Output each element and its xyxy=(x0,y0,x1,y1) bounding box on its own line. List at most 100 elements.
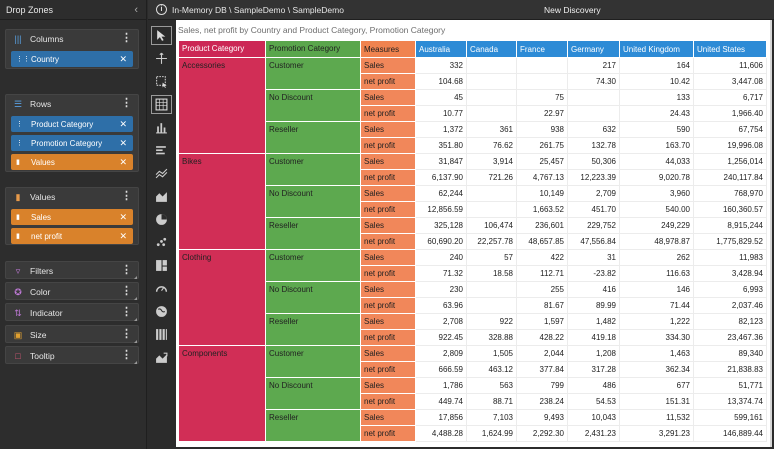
value-cell[interactable] xyxy=(466,89,517,106)
value-cell[interactable]: 328.88 xyxy=(466,329,517,346)
value-cell[interactable]: 63.96 xyxy=(415,297,467,314)
value-cell[interactable]: 51,771 xyxy=(693,377,767,394)
value-cell[interactable]: 449.74 xyxy=(415,393,467,410)
measure-cell[interactable]: net profit xyxy=(360,169,416,186)
remove-icon[interactable]: ✕ xyxy=(119,211,127,222)
promotion-category-cell[interactable]: No Discount xyxy=(265,377,361,410)
value-cell[interactable]: 24.43 xyxy=(619,105,694,122)
tooltip-menu-icon[interactable]: ⋮ xyxy=(121,349,132,361)
value-cell[interactable]: 11,983 xyxy=(693,249,767,266)
value-cell[interactable]: 768,970 xyxy=(693,185,767,202)
value-cell[interactable]: 4,488.28 xyxy=(415,425,467,442)
value-pill-net-profit[interactable]: ▮ net profit ✕ xyxy=(11,228,133,244)
promotion-category-cell[interactable]: Reseller xyxy=(265,313,361,346)
value-cell[interactable]: 4,767.13 xyxy=(516,169,568,186)
value-cell[interactable]: 22,257.78 xyxy=(466,233,517,250)
pivot-table-icon[interactable] xyxy=(151,95,172,114)
value-cell[interactable]: 6,993 xyxy=(693,281,767,298)
value-cell[interactable]: 666.59 xyxy=(415,361,467,378)
value-cell[interactable]: 6,137.90 xyxy=(415,169,467,186)
value-cell[interactable]: 1,222 xyxy=(619,313,694,330)
value-cell[interactable]: 13,374.74 xyxy=(693,393,767,410)
collapse-panel-icon[interactable]: ‹ xyxy=(134,3,138,16)
rows-menu-icon[interactable]: ⋮ xyxy=(121,97,132,109)
value-cell[interactable]: 31,847 xyxy=(415,153,467,170)
value-cell[interactable]: 62,244 xyxy=(415,185,467,202)
product-category-cell[interactable]: Components xyxy=(178,345,266,442)
value-cell[interactable]: 451.70 xyxy=(567,201,620,218)
value-cell[interactable]: 590 xyxy=(619,121,694,138)
value-cell[interactable]: 60,690.20 xyxy=(415,233,467,250)
tooltip-zone[interactable]: □ Tooltip ⋮ xyxy=(5,346,139,364)
value-cell[interactable]: 11,532 xyxy=(619,409,694,426)
value-cell[interactable]: 1,208 xyxy=(567,345,620,362)
value-cell[interactable]: 112.71 xyxy=(516,265,568,282)
value-cell[interactable]: 10,043 xyxy=(567,409,620,426)
value-cell[interactable]: 2,292.30 xyxy=(516,425,568,442)
remove-icon[interactable]: ✕ xyxy=(119,230,127,241)
size-menu-icon[interactable]: ⋮ xyxy=(121,328,132,340)
remove-icon[interactable]: ✕ xyxy=(119,137,127,148)
value-cell[interactable]: 48,657.85 xyxy=(516,233,568,250)
value-cell[interactable] xyxy=(466,281,517,298)
value-cell[interactable]: 377.84 xyxy=(516,361,568,378)
value-cell[interactable]: 12,856.59 xyxy=(415,201,467,218)
measure-cell[interactable]: net profit xyxy=(360,297,416,314)
value-cell[interactable]: 133 xyxy=(619,89,694,106)
value-cell[interactable]: 236,601 xyxy=(516,217,568,234)
measure-cell[interactable]: net profit xyxy=(360,233,416,250)
measure-cell[interactable]: net profit xyxy=(360,73,416,90)
promotion-category-cell[interactable]: No Discount xyxy=(265,281,361,314)
pointer-icon[interactable] xyxy=(151,26,172,45)
value-cell[interactable]: 82,123 xyxy=(693,313,767,330)
row-pill-promotion-category[interactable]: ⋮ Promotion Category ✕ xyxy=(11,135,133,151)
value-cell[interactable]: 240,117.84 xyxy=(693,169,767,186)
value-cell[interactable]: 57 xyxy=(466,249,517,266)
gauge-icon[interactable] xyxy=(151,279,172,298)
value-cell[interactable]: 12,223.39 xyxy=(567,169,620,186)
value-cell[interactable]: 71.44 xyxy=(619,297,694,314)
pie-chart-icon[interactable] xyxy=(151,210,172,229)
value-cell[interactable]: 116.63 xyxy=(619,265,694,282)
value-cell[interactable]: 44,033 xyxy=(619,153,694,170)
column-header[interactable]: Product Category xyxy=(178,40,266,58)
value-cell[interactable]: 7,103 xyxy=(466,409,517,426)
value-cell[interactable]: 146 xyxy=(619,281,694,298)
value-cell[interactable]: 1,505 xyxy=(466,345,517,362)
value-cell[interactable]: 332 xyxy=(415,57,467,74)
value-cell[interactable]: 160,360.57 xyxy=(693,201,767,218)
value-cell[interactable] xyxy=(466,57,517,74)
value-cell[interactable]: 1,463 xyxy=(619,345,694,362)
value-cell[interactable] xyxy=(516,57,568,74)
measure-cell[interactable]: Sales xyxy=(360,57,416,74)
measure-cell[interactable]: net profit xyxy=(360,201,416,218)
value-cell[interactable]: 8,915,244 xyxy=(693,217,767,234)
value-cell[interactable]: 75 xyxy=(516,89,568,106)
value-cell[interactable]: 47,556.84 xyxy=(567,233,620,250)
size-zone[interactable]: ▣ Size ⋮ xyxy=(5,325,139,343)
value-cell[interactable]: 463.12 xyxy=(466,361,517,378)
value-cell[interactable]: 540.00 xyxy=(619,201,694,218)
value-cell[interactable]: 677 xyxy=(619,377,694,394)
column-header[interactable]: Canada xyxy=(466,40,517,58)
value-cell[interactable]: 938 xyxy=(516,121,568,138)
value-cell[interactable]: 23,467.36 xyxy=(693,329,767,346)
value-cell[interactable]: 261.75 xyxy=(516,137,568,154)
value-cell[interactable] xyxy=(466,201,517,218)
value-cell[interactable]: 240 xyxy=(415,249,467,266)
value-cell[interactable]: 2,431.23 xyxy=(567,425,620,442)
value-cell[interactable]: 1,482 xyxy=(567,313,620,330)
value-cell[interactable]: 81.67 xyxy=(516,297,568,314)
value-cell[interactable]: 334.30 xyxy=(619,329,694,346)
value-cell[interactable] xyxy=(516,73,568,90)
measure-cell[interactable]: net profit xyxy=(360,105,416,122)
kpi-chart-icon[interactable] xyxy=(151,348,172,367)
value-cell[interactable]: 89,340 xyxy=(693,345,767,362)
measure-cell[interactable]: Sales xyxy=(360,89,416,106)
measure-cell[interactable]: net profit xyxy=(360,329,416,346)
remove-icon[interactable]: ✕ xyxy=(119,118,127,129)
globe-map-icon[interactable] xyxy=(151,302,172,321)
values-menu-icon[interactable]: ⋮ xyxy=(121,190,132,202)
value-cell[interactable]: 104.68 xyxy=(415,73,467,90)
value-cell[interactable]: 10.77 xyxy=(415,105,467,122)
